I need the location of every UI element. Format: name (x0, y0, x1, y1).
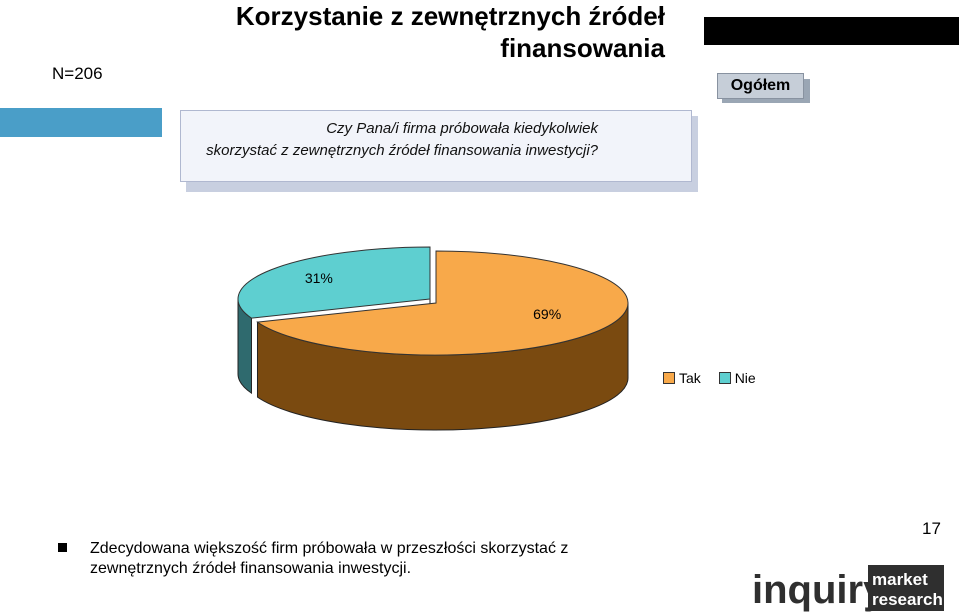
inquiry-logo: inquiry market research (752, 565, 944, 612)
question-box (180, 110, 692, 182)
logo-text-market: market (872, 570, 928, 589)
legend-item-tak: Tak (663, 370, 701, 386)
logo-box (868, 565, 944, 611)
pie-label-tak: 69% (533, 306, 561, 322)
page-number: 17 (922, 519, 941, 538)
sample-size: N=206 (52, 64, 103, 83)
page-title: Korzystanie z zewnętrznych źródeł finans… (120, 0, 665, 64)
top-decorative-bar (704, 17, 959, 45)
logo-text-research: research (872, 590, 943, 609)
legend-label-nie: Nie (734, 370, 756, 386)
legend-item-nie: Nie (718, 370, 756, 386)
legend-label-tak: Tak (679, 370, 701, 386)
legend-swatch-nie (718, 372, 731, 384)
chart-legend: Tak Nie (663, 370, 770, 387)
page-title-line1: Korzystanie z zewnętrznych źródeł (235, 1, 665, 31)
pie-slice-tak (256, 250, 629, 356)
summary-text: Zdecydowana większość firm próbowała w p… (90, 539, 650, 579)
question-text: Czy Pana/i firma próbowała kiedykolwiek … (180, 118, 598, 162)
pie-label-nie: 31% (305, 270, 333, 286)
page-title-line2: finansowania (500, 33, 665, 63)
segment-badge: Ogółem (717, 73, 804, 99)
legend-swatch-tak (663, 372, 675, 384)
summary-line1: Zdecydowana większość firm próbowała w p… (90, 540, 569, 557)
logo-text-main: inquiry (752, 568, 886, 612)
summary-line2: zewnętrznych źródeł finansowania inwesty… (90, 560, 412, 577)
pie-slice-nie (237, 246, 431, 319)
accent-band (0, 108, 162, 137)
question-line2: skorzystać z zewnętrznych źródeł finanso… (206, 142, 598, 159)
bullet-square-icon (58, 543, 67, 552)
question-line1: Czy Pana/i firma próbowała kiedykolwiek (326, 120, 598, 137)
